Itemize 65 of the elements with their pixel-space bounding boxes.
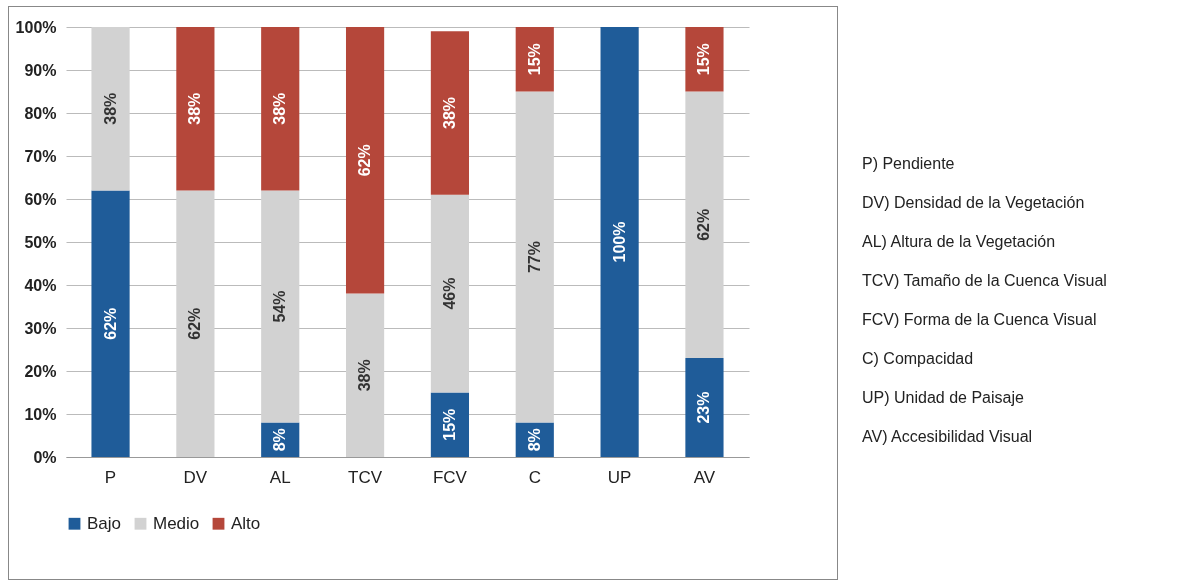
data-label: 15%: [440, 408, 458, 441]
y-tick-label: 20%: [24, 362, 57, 380]
bar: [600, 27, 639, 457]
bar: [345, 293, 385, 457]
y-tick-label: 60%: [24, 190, 57, 208]
y-tick-label: 90%: [24, 61, 57, 79]
bar: [515, 91, 554, 423]
data-label: 8%: [271, 428, 289, 452]
bar: [176, 190, 215, 457]
data-label: 77%: [525, 241, 543, 274]
x-tick-label: AV: [693, 467, 716, 487]
y-tick-label: 80%: [24, 104, 57, 122]
bar: [685, 27, 724, 92]
data-label: 38%: [101, 92, 119, 125]
x-tick-label: DV: [183, 467, 208, 487]
bar: [261, 190, 300, 423]
text: AV) Accesibilidad Visual: [862, 427, 1034, 447]
bar: [91, 27, 130, 191]
text: AL) Altura de la Vegetación: [862, 232, 1057, 252]
bar: [515, 27, 554, 92]
bar: [261, 27, 300, 191]
data-label: 15%: [695, 43, 713, 76]
bar: [685, 91, 724, 359]
bar: [345, 27, 385, 294]
data-label: 38%: [356, 359, 374, 392]
legend-label: Medio: [153, 513, 200, 533]
data-label: 62%: [695, 208, 713, 241]
y-tick-label: 100%: [15, 18, 57, 36]
data-label: 54%: [271, 290, 289, 323]
data-label: 38%: [186, 92, 204, 125]
y-tick-label: 10%: [24, 405, 57, 423]
x-tick-label: C: [528, 467, 541, 487]
data-label: 23%: [695, 391, 713, 424]
text: DV) Densidad de la Vegetación: [862, 193, 1086, 213]
bar: [430, 31, 470, 195]
data-label: 46%: [440, 277, 458, 310]
y-tick-label: 40%: [24, 276, 57, 294]
data-label: 8%: [525, 428, 543, 452]
y-tick-label: 30%: [24, 319, 57, 337]
data-label: 100%: [610, 221, 628, 263]
text: TCV) Tamaño de la Cuenca Visual: [862, 271, 1107, 291]
text: P) Pendiente: [862, 154, 956, 174]
data-label: 38%: [440, 96, 458, 130]
data-label: 38%: [271, 92, 289, 125]
y-tick-label: 0%: [33, 448, 57, 466]
bar: [685, 358, 724, 457]
x-tick-label: FCV: [432, 467, 468, 487]
text: FCV) Forma de la Cuenca Visual: [862, 310, 1098, 330]
bar: [91, 190, 130, 457]
y-tick-label: 70%: [24, 147, 57, 165]
bar: [176, 27, 215, 191]
x-tick-label: AL: [269, 467, 291, 487]
x-tick-label: TCV: [348, 467, 383, 487]
y-tick-label: 50%: [24, 233, 57, 251]
data-label: 62%: [186, 307, 204, 340]
x-tick-label: UP: [607, 467, 632, 487]
x-tick-label: P: [104, 467, 117, 487]
data-label: 15%: [525, 43, 543, 76]
data-label: 62%: [356, 144, 374, 177]
text: C) Compacidad: [862, 349, 975, 369]
bar: [430, 194, 470, 393]
legend-label: Alto: [231, 513, 261, 533]
legend-label: Bajo: [87, 513, 122, 533]
data-label: 62%: [101, 307, 119, 340]
text: UP) Unidad de Paisaje: [862, 388, 1025, 408]
